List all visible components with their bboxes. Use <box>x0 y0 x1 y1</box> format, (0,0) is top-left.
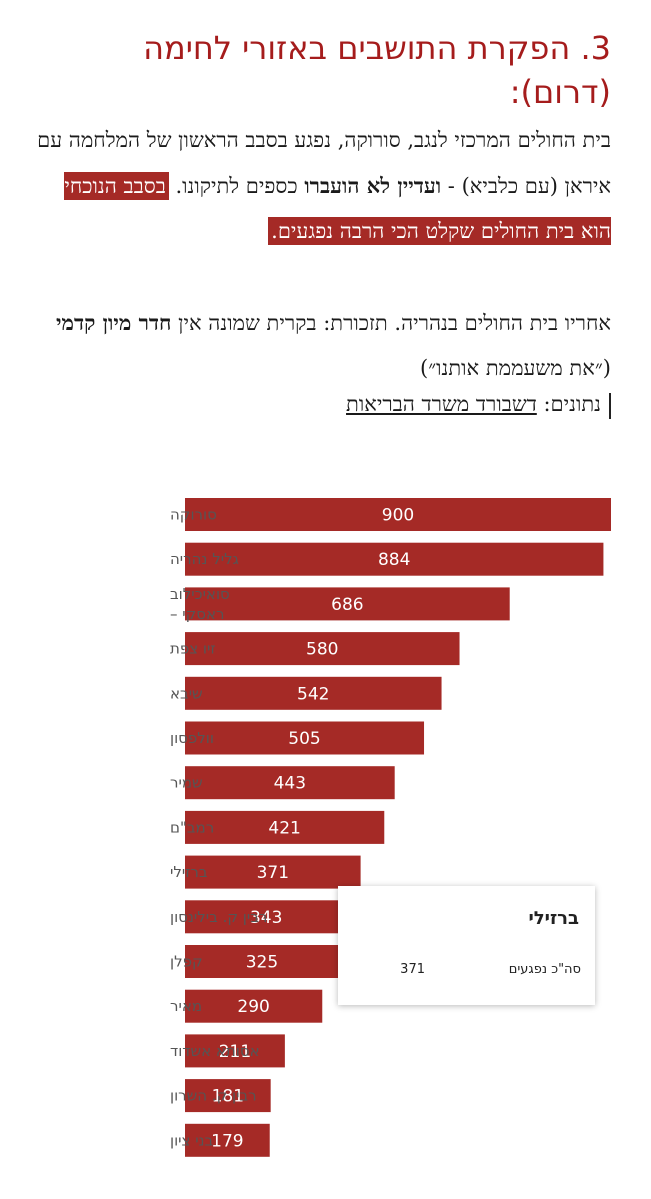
category-label-0: סורוקה <box>170 506 217 524</box>
bar-value-label: 505 <box>288 729 320 749</box>
source-label: נתונים: <box>536 392 601 416</box>
bar-6[interactable] <box>185 766 395 800</box>
bar-3[interactable] <box>185 632 460 666</box>
bar-9[interactable] <box>185 900 348 934</box>
bar-13[interactable] <box>185 1079 271 1113</box>
bar-value-label: 884 <box>378 550 410 570</box>
bar-4[interactable] <box>185 676 442 710</box>
p1-text-2: כספים לתיקונו. <box>168 174 305 198</box>
bar-7[interactable] <box>185 810 385 844</box>
bar-12[interactable] <box>185 1034 285 1068</box>
p1-bold-text: ועדיין לא הועברו <box>304 173 442 198</box>
bar-1[interactable] <box>185 542 604 576</box>
bar-value-label: 343 <box>250 908 282 928</box>
category-label-3: זיו צפת <box>170 640 216 658</box>
bar-value-label: 443 <box>274 774 306 794</box>
bar-value-label: 371 <box>257 863 289 883</box>
bar-value-label: 179 <box>211 1131 243 1151</box>
source-line: נתונים: דשבורד משרד הבריאות <box>30 382 611 427</box>
tooltip-value: 371 <box>400 962 425 977</box>
p2-text-2: (״את משעממת אותנו״) <box>420 356 611 380</box>
article-heading: 3. הפקרת התושבים באזורי לחימה (דרום): <box>36 26 611 114</box>
heading-line-2: (דרום): <box>509 73 611 111</box>
p2-text-1: אחריו בית החולים בנהריה. תזכורת: בקרית ש… <box>171 311 611 335</box>
bar-value-label: 181 <box>212 1087 244 1107</box>
category-label-14: בני ציון <box>170 1131 214 1149</box>
category-label-4: שיבא <box>170 684 203 702</box>
source-divider <box>609 392 611 419</box>
bar-value-label: 421 <box>268 818 300 838</box>
heading-line-1: 3. הפקרת התושבים באזורי לחימה <box>143 29 611 67</box>
paragraph-nahariya: אחריו בית החולים בנהריה. תזכורת: בקרית ש… <box>30 300 611 391</box>
category-label-2-0: סואיכילוב <box>170 585 230 603</box>
category-label-6: שמיר <box>170 774 203 792</box>
category-label-7: רמב"ם <box>170 818 214 836</box>
bar-2[interactable] <box>185 587 510 621</box>
bar-0[interactable] <box>185 498 611 531</box>
bar-value-label: 542 <box>297 684 329 704</box>
category-label-12: אסותא אשדוד <box>170 1042 260 1060</box>
category-label-1: גליל נהריה <box>170 550 239 568</box>
bar-value-label: 686 <box>331 595 363 615</box>
source-link[interactable]: דשבורד משרד הבריאות <box>346 392 537 416</box>
p2-bold-text: חדר מיון קדמי <box>56 310 172 335</box>
chart-tooltip: ברזילי סה"כ נפגעים 371 <box>338 886 595 1005</box>
tooltip-label: סה"כ נפגעים <box>508 962 581 977</box>
bar-11[interactable] <box>185 989 323 1023</box>
bar-value-label: 580 <box>306 640 338 660</box>
bar-value-label: 290 <box>237 997 269 1017</box>
bar-14[interactable] <box>185 1123 270 1157</box>
bar-5[interactable] <box>185 721 425 755</box>
category-label-8: ברזילי <box>170 863 208 881</box>
bar-value-label: 900 <box>382 506 414 526</box>
bar-8[interactable] <box>185 855 361 889</box>
tooltip-title: ברזילי <box>528 908 579 929</box>
bar-10[interactable] <box>185 945 339 978</box>
p1-text-1: בית החולים המרכזי לנגב, סורוקה, נפגע בסב… <box>37 128 611 198</box>
category-label-13: רבין ק. השרון <box>170 1087 257 1105</box>
category-label-11: מאיר <box>170 997 202 1015</box>
category-label-9: רבין ק. בילינסון <box>170 908 267 926</box>
category-label-10: קפלן <box>170 953 203 971</box>
category-label-2-1: ראסקי – <box>170 605 225 623</box>
bar-value-label: 211 <box>219 1042 251 1062</box>
category-label-5: וולפסון <box>170 729 214 747</box>
paragraph-soroka: בית החולים המרכזי לנגב, סורוקה, נפגע בסב… <box>30 118 611 254</box>
bar-value-label: 325 <box>246 953 278 973</box>
